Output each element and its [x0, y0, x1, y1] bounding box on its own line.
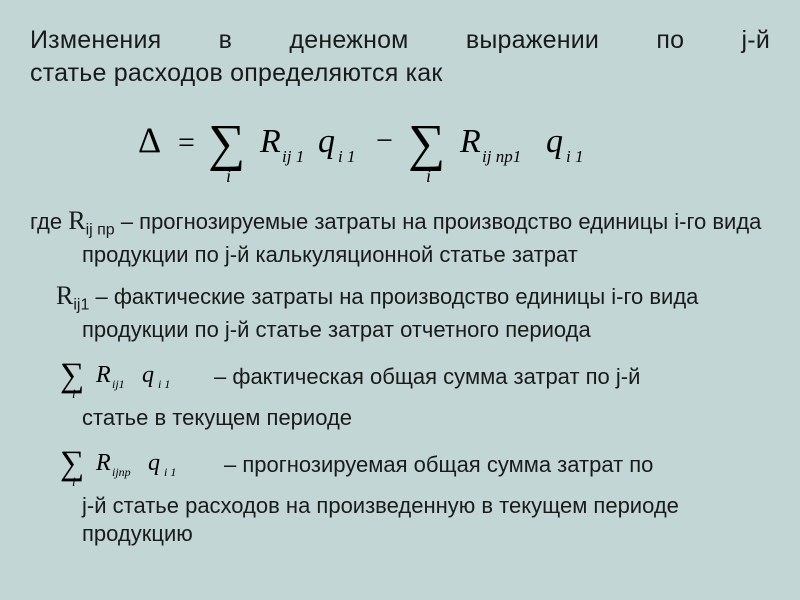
- svg-text:i 1: i 1: [158, 377, 170, 391]
- minus-symbol: −: [376, 124, 393, 157]
- term1-q-sub: i 1: [338, 147, 355, 166]
- def1-symbol: R: [68, 206, 85, 235]
- svg-text:i 1: i 1: [164, 465, 176, 479]
- sigma-2-index: i: [426, 166, 431, 186]
- sigma-2: ∑: [408, 115, 445, 172]
- svg-text:q: q: [148, 450, 160, 476]
- def3-sum-svg: ∑ i R ij1 q i 1: [58, 354, 208, 400]
- term2-R-sub: ij np1: [482, 147, 521, 166]
- def4-text-a: – прогнозируемая общая сумма затрат по: [224, 451, 653, 479]
- term1-q: q: [318, 123, 335, 160]
- term2-q-sub: i 1: [566, 147, 583, 166]
- svg-text:i: i: [72, 386, 76, 400]
- main-formula: Δ = ∑ i R ij 1 q i 1 − ∑ i R ij np1 q i …: [30, 104, 770, 186]
- def2-symbol: R: [56, 281, 73, 310]
- slide: Изменения в денежном выражении по j-й ст…: [0, 0, 800, 600]
- svg-text:R: R: [95, 362, 111, 388]
- def-lead: где: [30, 209, 68, 234]
- sigma-1-index: i: [226, 166, 231, 186]
- svg-text:ijпр: ijпр: [112, 465, 131, 479]
- def-3: ∑ i R ij1 q i 1 – фактическая общая сумм…: [58, 354, 770, 400]
- def3-text-b: статье в текущем периоде: [30, 404, 770, 432]
- term2-R: R: [459, 123, 481, 160]
- def-1: где Rij пр – прогнозируемые затраты на п…: [30, 204, 770, 269]
- svg-text:q: q: [142, 362, 154, 388]
- term1-R: R: [259, 123, 281, 160]
- sigma-1: ∑: [208, 115, 245, 172]
- svg-text:R: R: [95, 450, 111, 476]
- definitions-block: где Rij пр – прогнозируемые затраты на п…: [30, 204, 770, 549]
- equals-symbol: =: [178, 126, 195, 159]
- svg-text:i: i: [72, 474, 76, 488]
- title-line-2: статье расходов определяются как: [30, 57, 770, 90]
- term1-R-sub: ij 1: [282, 147, 304, 166]
- def1-subscript: ij пр: [86, 221, 115, 238]
- def4-sum-svg: ∑ i R ijпр q i 1: [58, 442, 218, 488]
- delta-symbol: Δ: [138, 120, 161, 160]
- def-2: Rij1 – фактические затраты на производст…: [30, 279, 770, 344]
- def1-text: – прогнозируемые затраты на производство…: [82, 209, 761, 267]
- def-4: ∑ i R ijпр q i 1 – прогнозируемая общая …: [58, 442, 770, 488]
- def4-text-b: j-й статье расходов на произведенную в т…: [30, 492, 770, 548]
- formula-svg: Δ = ∑ i R ij 1 q i 1 − ∑ i R ij np1 q i …: [120, 104, 680, 186]
- slide-title: Изменения в денежном выражении по j-й ст…: [30, 24, 770, 90]
- def2-subscript: ij1: [73, 296, 89, 313]
- def3-text-a: – фактическая общая сумма затрат по j-й: [214, 363, 640, 391]
- title-line-1: Изменения в денежном выражении по j-й: [30, 24, 770, 57]
- def2-text: – фактические затраты на производство ед…: [82, 284, 698, 342]
- svg-text:ij1: ij1: [112, 377, 125, 391]
- term2-q: q: [546, 123, 563, 160]
